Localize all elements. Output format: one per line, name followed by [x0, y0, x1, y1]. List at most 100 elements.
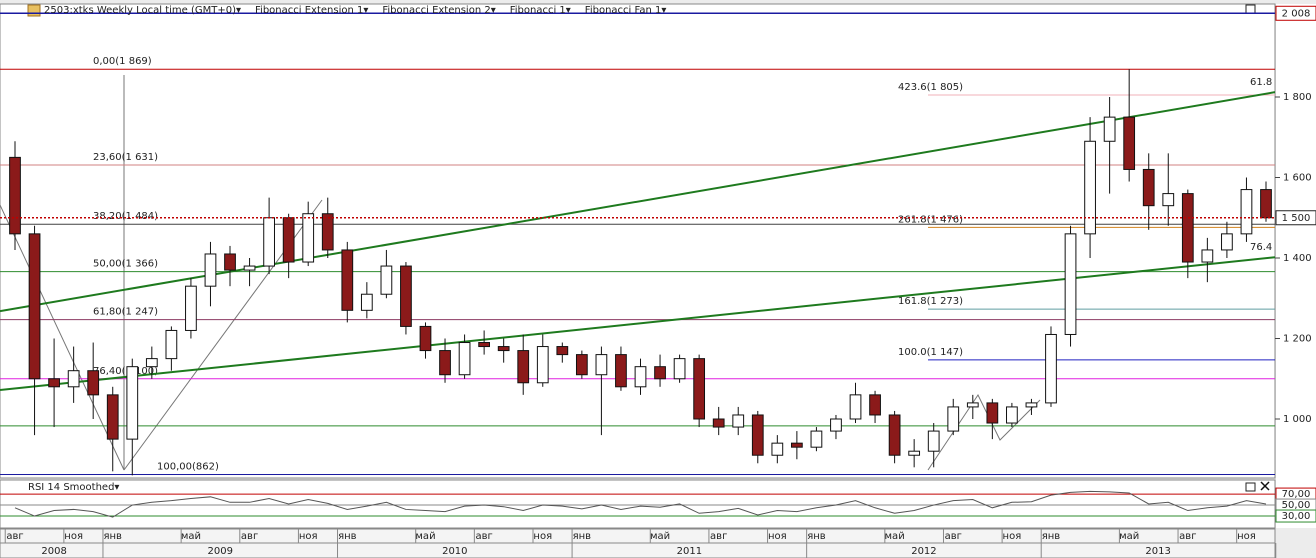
fan-line — [0, 256, 1275, 392]
year-label: 2008 — [41, 546, 66, 557]
candle-body — [165, 329, 178, 360]
x-tick-label: янв — [807, 531, 826, 542]
x-tick-label: янв — [338, 531, 357, 542]
candle-body — [830, 418, 842, 432]
x-tick-label: ноя — [768, 531, 787, 542]
x-tick-label: янв — [573, 531, 592, 542]
candle-body — [87, 370, 100, 396]
rsi-layer — [0, 490, 1275, 518]
candle-body — [947, 406, 960, 432]
candle-body — [439, 350, 451, 376]
x-tick-label: май — [181, 531, 201, 542]
y-tick-label: 1 600 — [1283, 173, 1312, 184]
x-tick-label: ноя — [299, 531, 318, 542]
candle-body — [986, 402, 999, 424]
candle-body — [595, 354, 608, 376]
rsi-level-label: 30,00 — [1282, 511, 1311, 522]
candle-body — [1064, 233, 1077, 335]
symbol-icon[interactable] — [27, 4, 41, 17]
year-label: 2011 — [677, 546, 702, 557]
toolbar-item[interactable]: Fibonacci 1▾ — [510, 5, 571, 16]
x-tick-label: авг — [710, 531, 727, 542]
candle-body — [204, 253, 217, 287]
candle-body — [712, 418, 725, 428]
rsi-title[interactable]: RSI 14 Smoothed▾ — [28, 482, 119, 493]
toolbar-item[interactable]: Fibonacci Fan 1▾ — [585, 5, 667, 16]
candle-body — [380, 265, 393, 295]
plot-layer: 0,00(1 869) 23,60(1 631) 38,20(1 484) 50,00… — [0, 12, 1275, 476]
fib-label: 0,00(1 869) — [93, 56, 152, 67]
year-label: 2009 — [208, 546, 233, 557]
extension-label: 161.8(1 273) — [898, 296, 963, 307]
candle-body — [869, 394, 881, 416]
x-tick-label: авг — [1179, 531, 1196, 542]
rsi-level-label: 70,00 — [1282, 489, 1311, 500]
extension-label: 261.8(1 476) — [898, 214, 963, 225]
candle-body — [400, 265, 412, 327]
candle-body — [1045, 333, 1057, 404]
year-label: 2013 — [1145, 546, 1170, 557]
rsi-panel — [0, 479, 1276, 529]
x-tick-label: май — [415, 531, 435, 542]
x-tick-label: ноя — [64, 531, 83, 542]
x-tick-label: авг — [6, 531, 23, 542]
plot-area — [0, 3, 1276, 479]
candle-body — [536, 346, 549, 384]
candle-body — [1221, 233, 1233, 251]
candle-body — [28, 233, 41, 380]
candle-body — [888, 414, 901, 456]
candle-body — [1123, 116, 1136, 170]
candle-body — [908, 450, 921, 456]
candle-body — [9, 156, 21, 235]
rsi-level-box — [1275, 509, 1316, 523]
candle-body — [732, 414, 745, 428]
year-label: 2012 — [911, 546, 936, 557]
candle-body — [1201, 249, 1214, 263]
candle-body — [1142, 168, 1155, 207]
y-tick-label: 1 400 — [1283, 253, 1312, 264]
x-tick-label: ноя — [1003, 531, 1022, 542]
top-label-box — [1275, 5, 1316, 21]
x-tick-label: май — [650, 531, 670, 542]
candle-body — [771, 442, 784, 456]
candle-body — [360, 293, 373, 311]
candle-body — [48, 378, 60, 388]
candle-body — [224, 253, 236, 271]
x-tick-label: янв — [104, 531, 123, 542]
candle-body — [966, 402, 979, 408]
candle-body — [790, 442, 803, 448]
candle-body — [556, 346, 569, 356]
x-tick-label: май — [1119, 531, 1139, 542]
candle-body — [634, 366, 647, 388]
x-tick-label: ноя — [1237, 531, 1256, 542]
rsi-level-label: 50,00 — [1282, 500, 1311, 511]
last-price-label: 1 500 — [1282, 213, 1311, 224]
candle-body — [517, 350, 530, 384]
candle-body — [478, 342, 491, 348]
x-tick-label: ноя — [533, 531, 552, 542]
fib-label: 38,20(1 484) — [93, 211, 158, 222]
candle-body — [497, 346, 510, 352]
candle-body — [282, 217, 295, 263]
candle-body — [321, 213, 334, 251]
candle-body — [145, 358, 158, 368]
x-tick-label: авг — [241, 531, 258, 542]
candle-body — [1260, 189, 1272, 219]
candle-body — [1025, 402, 1038, 408]
y-tick-label: 1 000 — [1283, 414, 1312, 425]
toolbar-item[interactable]: Fibonacci Extension 2▾ — [382, 5, 495, 16]
candle-body — [126, 366, 139, 440]
extension-label: 423.6(1 805) — [898, 82, 963, 93]
fib-label: 100,00(862) — [157, 462, 219, 473]
fan-label: 76.4 — [1250, 242, 1272, 253]
candle-body — [673, 358, 686, 380]
candle-body — [1240, 189, 1253, 235]
candle-body — [1103, 116, 1116, 142]
candle-body — [263, 217, 275, 267]
toolbar-item[interactable]: Fibonacci Extension 1▾ — [255, 5, 368, 16]
rsi-maximize-button[interactable] — [1245, 482, 1256, 492]
rsi-close-button[interactable] — [1260, 481, 1270, 491]
extension-label: 100.0(1 147) — [898, 347, 963, 358]
toolbar-item[interactable]: 2503:xtks Weekly Local time (GMT+0)▾ — [44, 5, 241, 16]
candle-body — [243, 265, 256, 271]
